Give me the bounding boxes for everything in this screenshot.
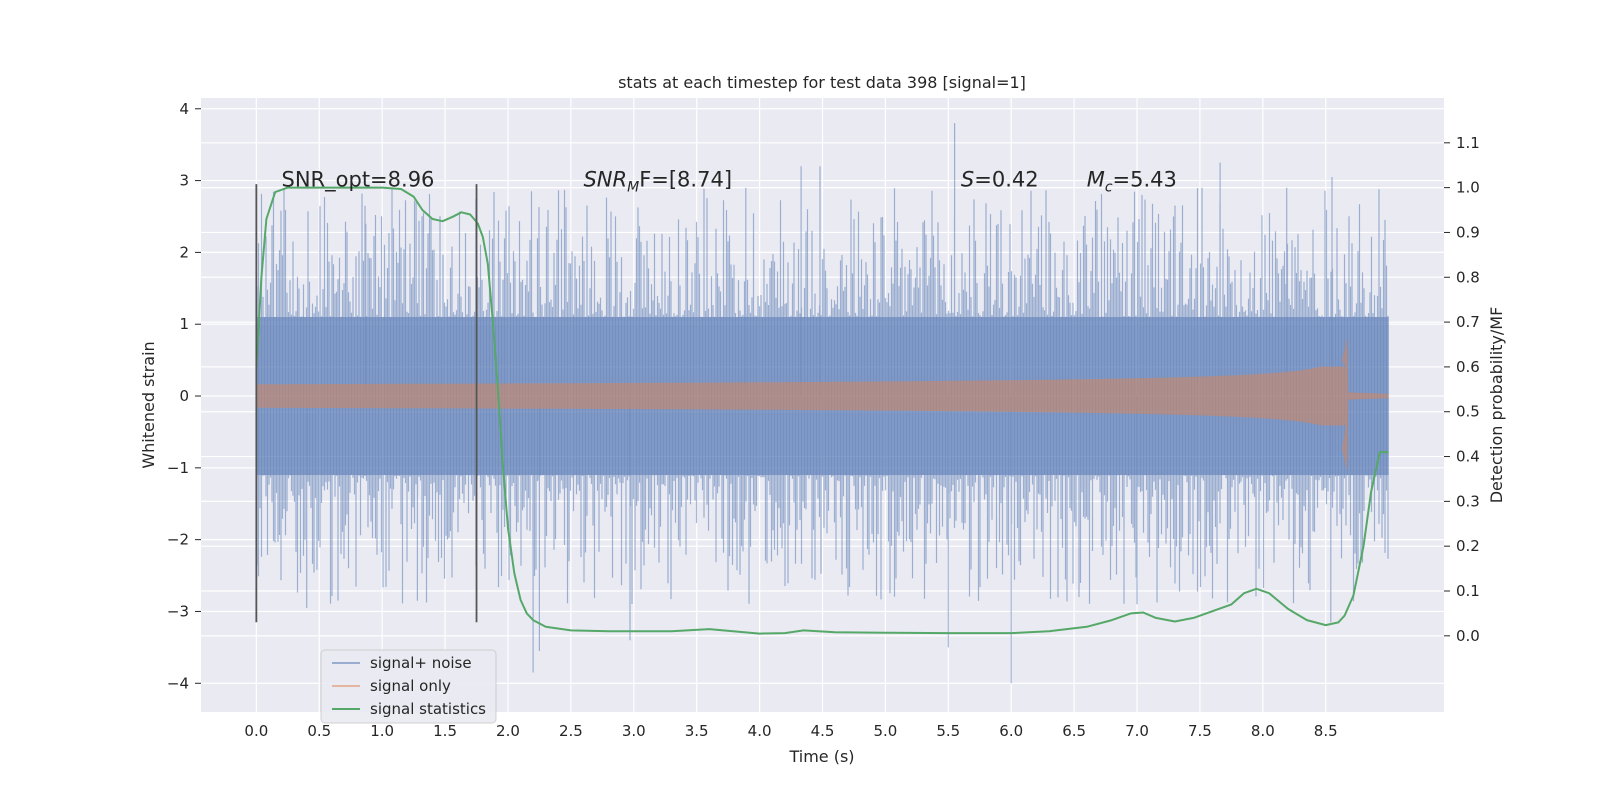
marker-lines <box>255 184 478 623</box>
x-tick-label: 3.5 <box>685 722 709 740</box>
x-tick-label: 6.0 <box>999 722 1023 740</box>
legend-box <box>320 649 497 724</box>
x-tick-label: 0.0 <box>244 722 268 740</box>
legend-label-signal-statistics: signal statistics <box>370 700 486 718</box>
x-tick-label: 8.0 <box>1251 722 1275 740</box>
y2-tick-label: 0.8 <box>1456 268 1480 286</box>
annotation-mc-tail: =5.43 <box>1113 168 1177 192</box>
annotation-s: S=0.42 <box>961 168 1039 192</box>
annotation-s-tail: =0.42 <box>974 168 1038 192</box>
x-tick-label: 4.5 <box>811 722 835 740</box>
series-signal-only <box>256 337 1389 472</box>
data-layer <box>255 123 1389 684</box>
legend-label-signal-noise: signal+ noise <box>370 654 472 672</box>
x-tick-label: 5.0 <box>873 722 897 740</box>
annotation-snr-mf-tail: F=[8.74] <box>639 168 732 192</box>
y2-tick-label: 0.9 <box>1456 223 1480 241</box>
x-tick-label: 5.5 <box>936 722 960 740</box>
x-tick-label: 1.0 <box>370 722 394 740</box>
y2-tick-label: 0.6 <box>1456 358 1480 376</box>
y2-tick-label: 0.3 <box>1456 492 1480 510</box>
y2-tick-label: 0.4 <box>1456 448 1480 466</box>
annotation-snr-opt: SNR_opt=8.96 <box>282 168 435 193</box>
y-tick-label: −3 <box>167 602 189 620</box>
annotation-snr-mf-base: SNR <box>583 168 627 192</box>
y2-tick-label: 1.0 <box>1456 179 1480 197</box>
annotation-snr-mf-sub: M <box>627 180 639 196</box>
y-tick-label: −1 <box>167 459 189 477</box>
x-tick-label: 8.5 <box>1314 722 1338 740</box>
x-tick-label: 4.0 <box>748 722 772 740</box>
y2-tick-label: 0.0 <box>1456 627 1480 645</box>
legend: signal+ noise signal only signal statist… <box>320 649 497 724</box>
y-tick-label: 0 <box>179 387 189 405</box>
annotation-mc-sub: c <box>1105 180 1113 196</box>
x-tick-label: 7.5 <box>1188 722 1212 740</box>
x-tick-label: 7.0 <box>1125 722 1149 740</box>
y-tick-label: −4 <box>167 674 189 692</box>
series-signal-statistics <box>255 186 1389 635</box>
x-tick-label: 6.5 <box>1062 722 1086 740</box>
annotations: SNR_opt=8.96 SNRMF=[8.74] S=0.42 Mc=5.43 <box>282 168 1177 196</box>
annotation-mc: Mc=5.43 <box>1087 168 1177 196</box>
y2-tick-label: 0.1 <box>1456 582 1480 600</box>
statistics-line <box>255 186 1389 635</box>
annotation-s-base: S <box>961 168 974 192</box>
signal-only-envelope <box>256 337 1389 472</box>
y-tick-label: 1 <box>179 315 189 333</box>
ticks: 0.0 0.5 1.0 1.5 2.0 2.5 3.0 3.5 4.0 4.5 5.0 5.5 6.0 6… <box>167 100 1480 740</box>
legend-label-signal-only: signal only <box>370 677 451 695</box>
y2-tick-label: 0.2 <box>1456 537 1480 555</box>
chart-title: stats at each timestep for test data 398… <box>618 73 1026 92</box>
y2-tick-label: 0.5 <box>1456 403 1480 421</box>
x-tick-label: 3.0 <box>622 722 646 740</box>
y-tick-label: 2 <box>179 243 189 261</box>
y2-tick-label: 0.7 <box>1456 313 1480 331</box>
y2-axis-label: Detection probability/MF <box>1487 307 1506 504</box>
x-tick-label: 1.5 <box>433 722 457 740</box>
x-tick-label: 0.5 <box>307 722 331 740</box>
x-axis-label: Time (s) <box>788 747 854 766</box>
annotation-snr-mf: SNRMF=[8.74] <box>583 168 732 196</box>
x-tick-label: 2.0 <box>496 722 520 740</box>
annotation-mc-base: M <box>1087 168 1105 192</box>
y-tick-label: −2 <box>167 531 189 549</box>
x-tick-label: 2.5 <box>559 722 583 740</box>
y-tick-label: 3 <box>179 172 189 190</box>
y-tick-label: 4 <box>179 100 189 118</box>
y-axis-label: Whitened strain <box>139 341 158 468</box>
y2-tick-label: 1.1 <box>1456 134 1480 152</box>
